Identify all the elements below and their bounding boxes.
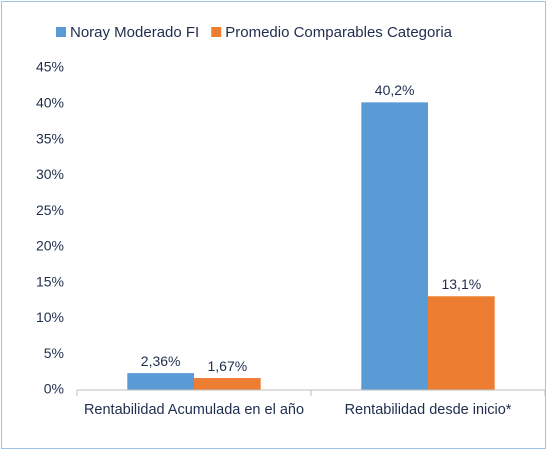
bar [194, 378, 261, 390]
y-tick-label: 10% [36, 309, 64, 325]
legend-label: Noray Moderado FI [70, 24, 199, 41]
x-tick-label: Rentabilidad desde inicio* [344, 402, 512, 418]
legend-swatch [56, 27, 66, 37]
y-tick-label: 45% [36, 59, 64, 75]
y-tick-label: 35% [36, 130, 64, 146]
y-tick-label: 20% [36, 238, 64, 254]
bar [361, 102, 428, 390]
data-label: 13,1% [441, 276, 481, 292]
bar [127, 373, 194, 390]
y-tick-label: 0% [44, 381, 64, 397]
y-tick-label: 25% [36, 202, 64, 218]
data-label: 1,67% [207, 358, 247, 374]
data-label: 2,36% [141, 353, 181, 369]
y-tick-label: 15% [36, 273, 64, 289]
legend-swatch [211, 27, 222, 37]
bar [428, 296, 495, 390]
legend-label: Promedio Comparables Categoria [225, 24, 452, 41]
data-label: 40,2% [375, 82, 415, 98]
y-tick-label: 40% [36, 94, 64, 110]
x-tick-label: Rentabilidad Acumulada en el año [83, 402, 305, 418]
y-tick-label: 5% [44, 345, 64, 361]
y-tick-label: 30% [36, 166, 64, 182]
